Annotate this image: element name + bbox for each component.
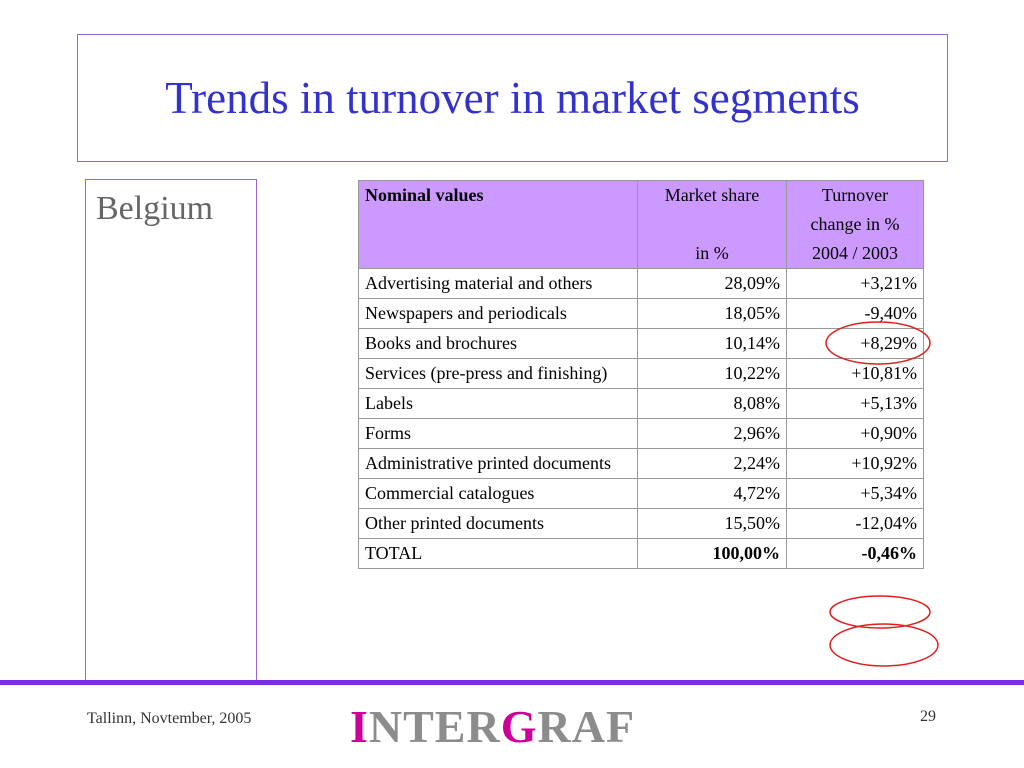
cell: +10,81% — [786, 358, 924, 389]
header-line: Market share — [664, 185, 760, 205]
cell: +10,92% — [786, 448, 924, 479]
header-cell: Turnover change in % 2004 / 2003 — [786, 180, 924, 269]
header-line: change in % — [810, 214, 900, 234]
table-row: Administrative printed documents 2,24% +10… — [358, 448, 924, 479]
table-row: Labels 8,08% +5,13% — [358, 388, 924, 419]
row-label: Services (pre-press and finishing) — [358, 358, 638, 389]
cell: -12,04% — [786, 508, 924, 539]
logo-part: RAF — [537, 701, 636, 752]
header-line: Nominal values — [365, 185, 484, 205]
table-row: Services (pre-press and finishing) 10,22%… — [358, 358, 924, 389]
logo-part: G — [500, 701, 538, 752]
header-line: in % — [695, 243, 729, 263]
cell: 100,00% — [637, 538, 787, 569]
cell: +5,13% — [786, 388, 924, 419]
table-row: TOTAL 100,00% -0,46% — [358, 538, 924, 569]
cell: 28,09% — [637, 268, 787, 299]
logo-part: NTER — [368, 701, 501, 752]
row-label: Newspapers and periodicals — [358, 298, 638, 329]
row-label: Commercial catalogues — [358, 478, 638, 509]
cell: 4,72% — [637, 478, 787, 509]
footer-place-date: Tallinn, Novtember, 2005 — [87, 710, 252, 727]
table-row: Newspapers and periodicals 18,05% -9,40% — [358, 298, 924, 329]
sidebar: Belgium — [85, 179, 257, 683]
cell: 10,14% — [637, 328, 787, 359]
cell: 2,24% — [637, 448, 787, 479]
sidebar-label: Belgium — [96, 190, 214, 227]
header-cell: Market share in % — [637, 180, 787, 269]
title-box: Trends in turnover in market segments — [77, 34, 948, 162]
title: Trends in turnover in market segments — [165, 73, 860, 123]
row-label: Labels — [358, 388, 638, 419]
row-label: Books and brochures — [358, 328, 638, 359]
row-label: Forms — [358, 418, 638, 449]
header-line: Turnover — [821, 185, 889, 205]
header-cell-lines: Nominal values — [365, 181, 631, 210]
row-label: Other printed documents — [358, 508, 638, 539]
cell: +8,29% — [786, 328, 924, 359]
cell: -9,40% — [786, 298, 924, 329]
footer-rule — [0, 680, 1024, 685]
logo-part: I — [350, 701, 369, 752]
row-label: Advertising material and others — [358, 268, 638, 299]
cell: +0,90% — [786, 418, 924, 449]
cell: +5,34% — [786, 478, 924, 509]
highlight-circle — [829, 595, 931, 629]
table-row: Advertising material and others 28,09% +3,… — [358, 268, 924, 299]
header-line: 2004 / 2003 — [811, 243, 898, 263]
row-label: Administrative printed documents — [358, 448, 638, 479]
cell: 10,22% — [637, 358, 787, 389]
cell: +3,21% — [786, 268, 924, 299]
table-row: Other printed documents 15,50% -12,04% — [358, 508, 924, 539]
table-row: Books and brochures 10,14% +8,29% — [358, 328, 924, 359]
logo: INTERGRAF — [350, 700, 635, 753]
header-cell-lines: Market share in % — [644, 181, 780, 268]
cell: -0,46% — [786, 538, 924, 569]
highlight-circle — [829, 623, 939, 667]
header-cell: Nominal values — [358, 180, 638, 269]
row-label: TOTAL — [358, 538, 638, 569]
cell: 15,50% — [637, 508, 787, 539]
page-number: 29 — [920, 708, 936, 725]
header-cell-lines: Turnover change in % 2004 / 2003 — [793, 181, 917, 268]
header-row: Nominal values Market share in % Turnover ch… — [358, 180, 924, 269]
cell: 8,08% — [637, 388, 787, 419]
data-table: Nominal values Market share in % Turnover ch… — [358, 180, 924, 569]
cell: 18,05% — [637, 298, 787, 329]
table-row: Forms 2,96% +0,90% — [358, 418, 924, 449]
table-row: Commercial catalogues 4,72% +5,34% — [358, 478, 924, 509]
cell: 2,96% — [637, 418, 787, 449]
